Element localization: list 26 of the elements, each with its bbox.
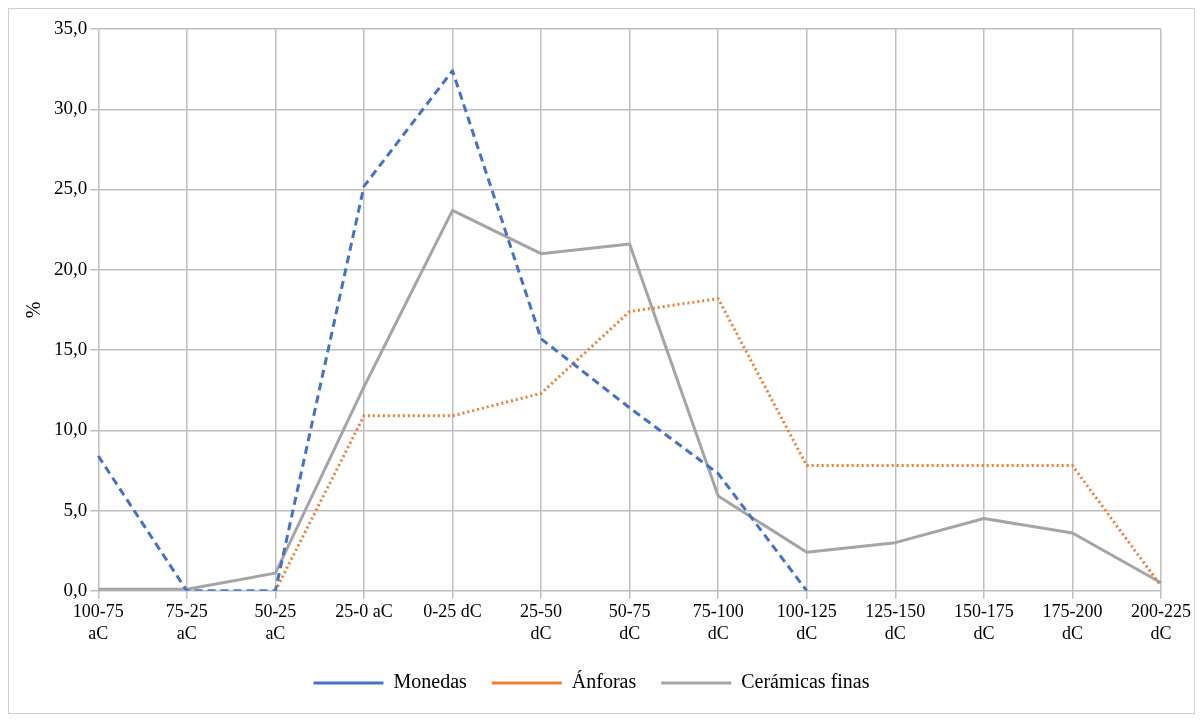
x-tick-label: 175-200 dC bbox=[1042, 601, 1103, 643]
x-tick-label: 0-25 dC bbox=[423, 601, 482, 622]
x-tick-label: 25-50 dC bbox=[520, 601, 563, 643]
y-tick-label: 25,0 bbox=[54, 177, 88, 199]
x-tick-label: 25-0 aC bbox=[335, 601, 393, 622]
y-tick-label: 5,0 bbox=[63, 498, 88, 520]
y-tick-label: 20,0 bbox=[54, 257, 88, 279]
x-tick-label: 75-25 aC bbox=[165, 601, 208, 643]
x-tick-label: 100-75 aC bbox=[72, 601, 124, 643]
x-tick-label: 200-225 dC bbox=[1131, 601, 1191, 643]
x-tick-label: 50-25 aC bbox=[254, 601, 297, 643]
y-tick-label: 15,0 bbox=[54, 338, 88, 360]
x-tick-label: 50-75 dC bbox=[608, 601, 651, 643]
x-tick-label: 150-175 dC bbox=[953, 601, 1014, 643]
legend-label: Monedas bbox=[393, 670, 468, 693]
y-tick-label: 10,0 bbox=[54, 418, 88, 440]
legend-label: Ánforas bbox=[571, 670, 637, 693]
y-tick-label: 30,0 bbox=[54, 97, 88, 119]
x-tick-label: 125-150 dC bbox=[865, 601, 926, 643]
line-series bbox=[96, 69, 809, 591]
x-tick-label: 100-125 dC bbox=[776, 601, 837, 643]
y-axis-title: % bbox=[22, 301, 45, 319]
y-tick-label: 0,0 bbox=[63, 578, 88, 600]
y-tick-label: 35,0 bbox=[54, 16, 88, 38]
x-tick-label: 75-100 dC bbox=[692, 601, 744, 643]
legend-label: Cerámicas finas bbox=[741, 670, 870, 693]
